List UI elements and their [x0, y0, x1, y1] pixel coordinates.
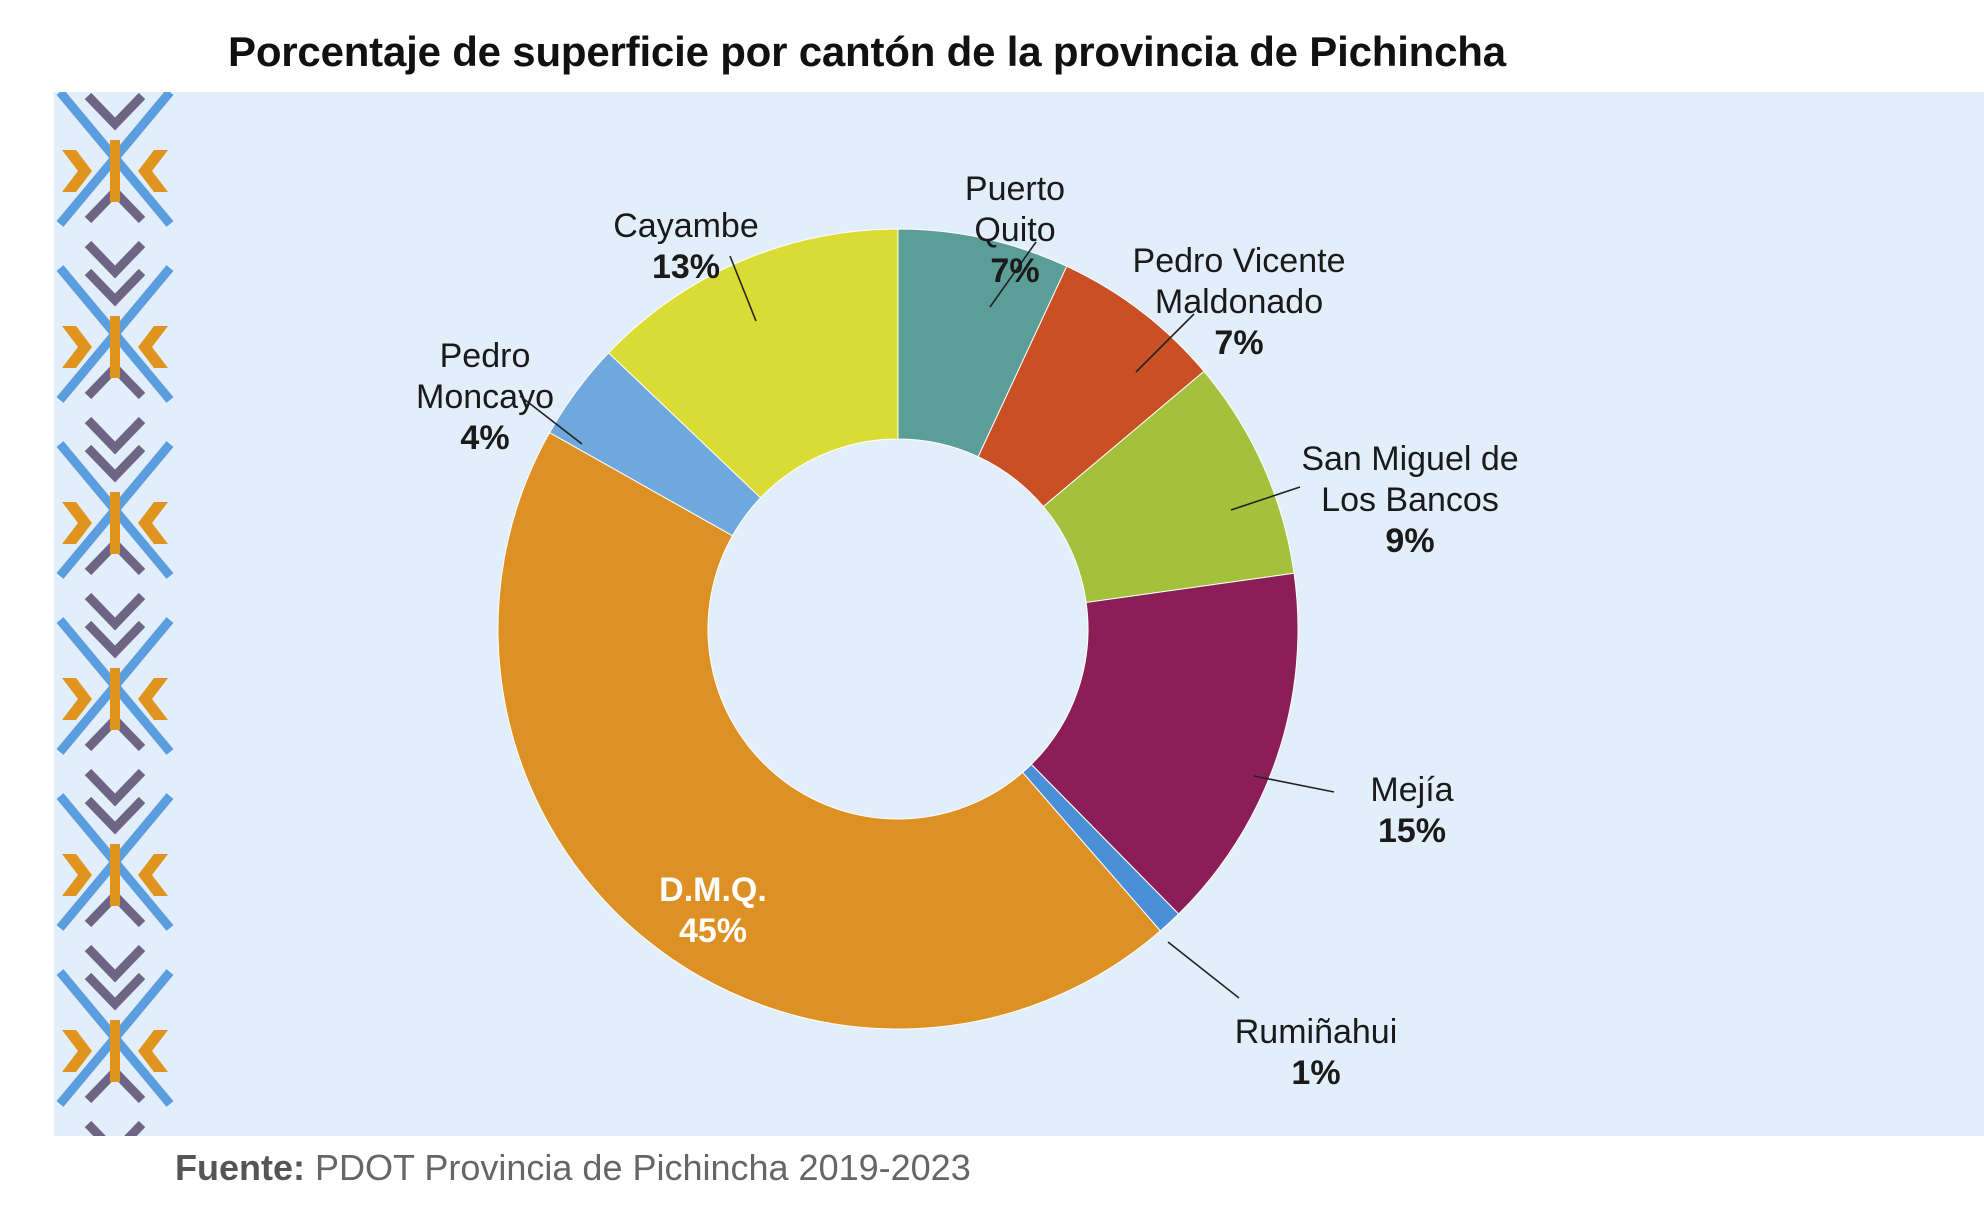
- slice-label: San Miguel de: [1301, 440, 1518, 478]
- slice-label: Quito: [974, 211, 1055, 249]
- leader-line: [989, 241, 1037, 308]
- border-motif: [56, 265, 174, 455]
- slice-value-label: 45%: [679, 912, 747, 950]
- slice-value-label: 4%: [460, 419, 509, 457]
- decorative-border-pattern: [56, 92, 174, 1136]
- slice-label: Puerto: [965, 170, 1065, 208]
- leader-line: [1230, 486, 1301, 511]
- slice-value-label: 15%: [1378, 812, 1446, 850]
- slice-label: Moncayo: [416, 378, 554, 416]
- slice-label: D.M.Q.: [659, 871, 767, 909]
- leader-line: [1253, 775, 1335, 793]
- slice-value-label: 7%: [1214, 324, 1263, 362]
- slice-d-m-q-: [497, 431, 1162, 1030]
- source-label: Fuente:: [175, 1147, 305, 1188]
- leader-line: [1167, 941, 1240, 999]
- border-motif: [56, 92, 174, 279]
- slice-cayambe: [607, 228, 899, 499]
- chart-title: Porcentaje de superficie por cantón de l…: [228, 28, 1506, 75]
- slice-mejía: [1030, 572, 1299, 915]
- slice-label: Rumiñahui: [1235, 1013, 1398, 1051]
- source-note: Fuente: PDOT Provincia de Pichincha 2019…: [175, 1147, 971, 1189]
- border-motif: [56, 617, 174, 807]
- slice-value-label: 9%: [1385, 522, 1434, 560]
- border-motif: [56, 441, 174, 631]
- chart-panel: Puerto Quito 7% Pedro Vicente Maldonado 7% San…: [54, 92, 1984, 1136]
- slice-label: Los Bancos: [1321, 481, 1499, 519]
- slice-label: Mejía: [1370, 771, 1453, 809]
- slice-label: Pedro: [440, 337, 531, 375]
- slice-value-label: 1%: [1291, 1054, 1340, 1092]
- slice-value-label: 7%: [990, 252, 1039, 290]
- slice-label: Maldonado: [1155, 283, 1323, 321]
- border-motif: [56, 969, 174, 1136]
- source-text: PDOT Provincia de Pichincha 2019-2023: [305, 1147, 971, 1188]
- slice-value-label: 13%: [652, 248, 720, 286]
- leader-line: [519, 395, 583, 445]
- leader-line: [1135, 313, 1195, 373]
- slice-label: Pedro Vicente: [1133, 242, 1346, 280]
- leader-line: [729, 255, 757, 322]
- border-motif: [56, 793, 174, 983]
- slice-label: Cayambe: [613, 207, 759, 245]
